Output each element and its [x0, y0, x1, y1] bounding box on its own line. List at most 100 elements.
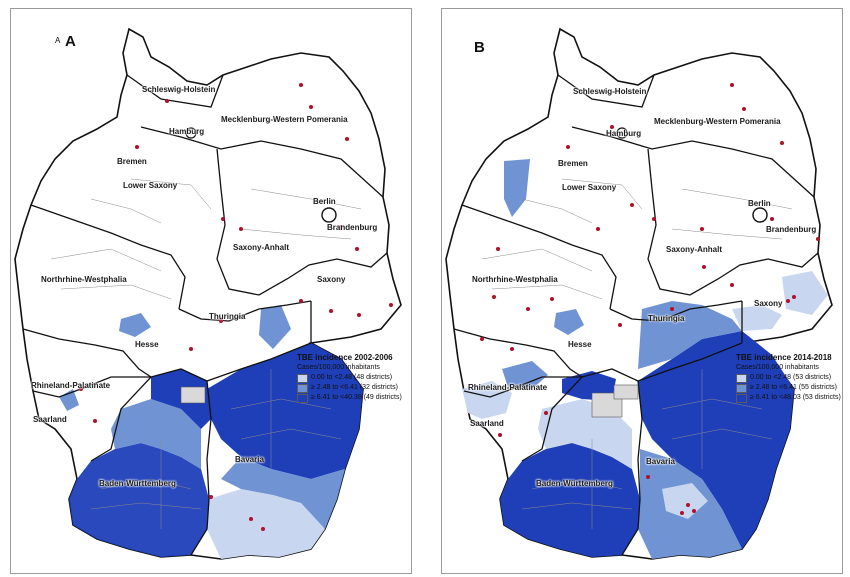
region-bw-high-b	[500, 443, 640, 557]
state-label: Thuringia	[648, 314, 685, 323]
berlin-marker-b	[752, 207, 768, 223]
legend-swatch	[736, 393, 747, 403]
case-dot	[339, 225, 343, 229]
state-label: Rhineland-Palatinate	[31, 381, 111, 390]
state-label: Brandenburg	[327, 223, 378, 232]
case-dot	[355, 247, 359, 251]
case-dot	[189, 347, 193, 351]
legend-subtitle: Cases/100,000 inhabitants	[736, 364, 819, 371]
region-bav-low-a	[207, 489, 325, 559]
case-dot	[221, 217, 225, 221]
case-dot	[550, 297, 554, 301]
district-borders-b	[481, 178, 793, 529]
case-dot	[646, 475, 650, 479]
legend-label: 0.00 to <2.48 (48 districts)	[311, 374, 393, 381]
case-dot	[249, 517, 253, 521]
case-dot	[329, 309, 333, 313]
panel-small-letter: A	[55, 36, 61, 45]
state-label: Northrhine-Westphalia	[472, 275, 558, 284]
case-dot	[209, 495, 213, 499]
case-dot	[670, 307, 674, 311]
state-label: Saarland	[470, 419, 504, 428]
legend-label: ≥ 6.41 to <40.38 (49 districts)	[311, 394, 402, 401]
legend-swatch	[736, 383, 747, 393]
hatched-area-b2	[613, 384, 639, 400]
case-dot	[816, 237, 820, 241]
region-bw-high-a	[69, 443, 209, 557]
region-bw-mid-a	[111, 399, 201, 469]
case-dot	[686, 503, 690, 507]
berlin-marker-a	[321, 207, 337, 223]
case-dot	[630, 203, 634, 207]
case-dot	[730, 283, 734, 287]
case-dot	[770, 217, 774, 221]
case-dot	[652, 217, 656, 221]
state-label: Rhineland-Palatinate	[468, 383, 548, 392]
state-label: Bavaria	[646, 457, 675, 466]
case-dot	[496, 247, 500, 251]
legend-item: 0.00 to <2.48 (53 districts)	[736, 373, 841, 383]
hamburg-marker-a	[185, 127, 197, 139]
region-bav-mid-a	[221, 457, 345, 529]
region-hesse-mid-b	[554, 309, 584, 335]
region-saar-low-a	[35, 389, 67, 419]
case-dot	[239, 227, 243, 231]
state-label: Hamburg	[169, 127, 205, 136]
state-label: Bremen	[117, 157, 147, 166]
legend-label: 0.00 to <2.48 (53 districts)	[750, 374, 832, 381]
case-dot	[510, 347, 514, 351]
state-label: Bavaria	[235, 455, 264, 464]
region-hesse-mid-a	[119, 313, 151, 337]
state-label: Saarland	[33, 415, 67, 424]
germany-map-b	[445, 27, 833, 560]
case-dots-a	[79, 83, 393, 531]
case-dot	[389, 303, 393, 307]
legend-item: 0.00 to <2.48 (48 districts)	[297, 373, 402, 383]
legend-item: ≥ 2.48 to <6.41 (55 districts)	[736, 383, 841, 393]
region-thur-mid-a	[259, 305, 291, 349]
case-dot	[596, 227, 600, 231]
case-dot	[345, 137, 349, 141]
legend-swatch	[297, 383, 308, 393]
legend-b: TBE incidence 2014-2018 Cases/100,000 in…	[736, 353, 841, 403]
district-borders-a	[50, 178, 362, 529]
case-dot	[730, 83, 734, 87]
case-dot	[480, 337, 484, 341]
case-dot	[261, 527, 265, 531]
state-label: Northrhine-Westphalia	[41, 275, 127, 284]
region-bav-high-a	[207, 343, 363, 479]
case-dot	[79, 387, 83, 391]
state-label: Lower Saxony	[123, 181, 178, 190]
case-dots-b	[480, 83, 820, 515]
germany-map-a	[14, 27, 402, 560]
legend-title: TBE incidence 2002-2006	[297, 353, 393, 362]
region-bav-high-b	[638, 331, 794, 549]
case-dot	[299, 83, 303, 87]
state-label: Saxony-Anhalt	[666, 245, 723, 254]
region-bav-low-b	[662, 483, 708, 519]
case-dot	[299, 299, 303, 303]
state-label: Baden-Württemberg	[536, 479, 613, 488]
case-dot	[93, 419, 97, 423]
case-dot	[309, 105, 313, 109]
case-dot	[780, 141, 784, 145]
state-label: Saxony	[754, 299, 783, 308]
state-label: Bremen	[558, 159, 588, 168]
state-borders-b	[453, 74, 819, 556]
state-label: Schleswig-Holstein	[573, 87, 647, 96]
map-panel-a: A A Schleswig-Holstein Hamburg Mecklenbu…	[10, 8, 412, 574]
case-dot	[526, 307, 530, 311]
legend-swatch	[297, 373, 308, 383]
panel-letter: A	[65, 33, 76, 50]
region-thur-mid-b	[638, 301, 742, 369]
case-dot	[692, 509, 696, 513]
legend-subtitle: Cases/100,000 inhabitants	[297, 364, 380, 371]
legend-item: ≥ 2.48 to <6.41 (32 districts)	[297, 383, 402, 393]
state-label: Lower Saxony	[562, 183, 617, 192]
case-dot	[610, 125, 614, 129]
case-dot	[544, 411, 548, 415]
case-dot	[702, 265, 706, 269]
region-rlp-low-b	[462, 381, 512, 419]
case-dot	[680, 511, 684, 515]
legend-label: ≥ 2.48 to <6.41 (55 districts)	[750, 384, 837, 391]
